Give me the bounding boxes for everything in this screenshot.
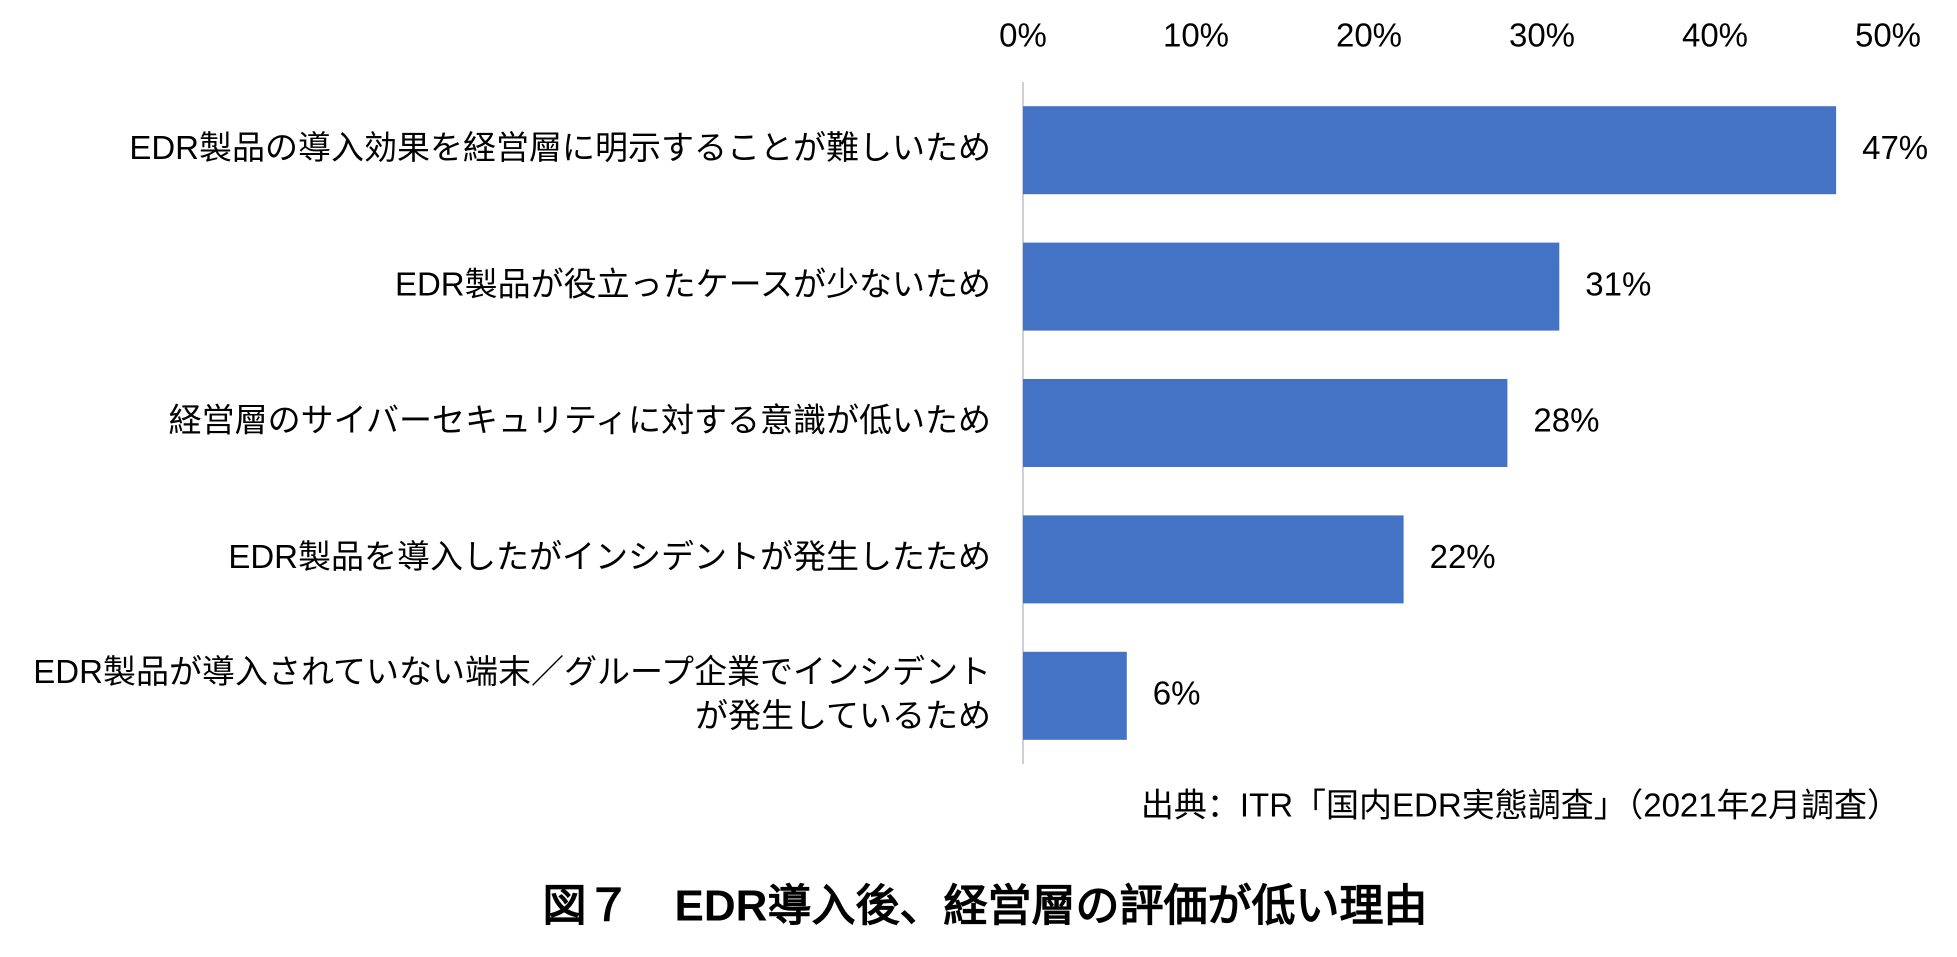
source-note: 出典：ITR「国内EDR実態調査」（2021年2月調査） — [1141, 787, 1900, 824]
bar — [1023, 651, 1127, 740]
value-label: 47% — [1862, 129, 1928, 166]
x-tick-label: 10% — [1163, 17, 1229, 54]
y-tick-label: EDR製品の導入効果を経営層に明示することが難しいため — [129, 129, 991, 166]
bar — [1023, 106, 1837, 195]
value-label: 28% — [1533, 402, 1599, 439]
x-tick-label: 0% — [999, 17, 1047, 54]
bar — [1023, 242, 1560, 331]
x-tick-label: 50% — [1855, 17, 1921, 54]
value-label: 31% — [1585, 265, 1651, 302]
bar — [1023, 515, 1404, 604]
chart-title: 図７ EDR導入後、経営層の評価が低い理由 — [543, 882, 1428, 931]
y-tick-label: EDR製品が役立ったケースが少ないため — [395, 265, 991, 302]
y-tick-label: 経営層のサイバーセキュリティに対する意識が低いため — [169, 402, 991, 439]
x-tick-label: 20% — [1336, 17, 1402, 54]
y-tick-label: EDR製品を導入したがインシデントが発生したため — [228, 538, 991, 575]
bar — [1023, 379, 1508, 467]
x-tick-label: 30% — [1509, 17, 1575, 54]
y-tick-label: EDR製品が導入されていない端末／グループ企業でインシデントが発生しているため — [33, 653, 991, 734]
x-tick-label: 40% — [1682, 17, 1748, 54]
value-label: 6% — [1153, 675, 1201, 712]
value-label: 22% — [1430, 538, 1496, 575]
